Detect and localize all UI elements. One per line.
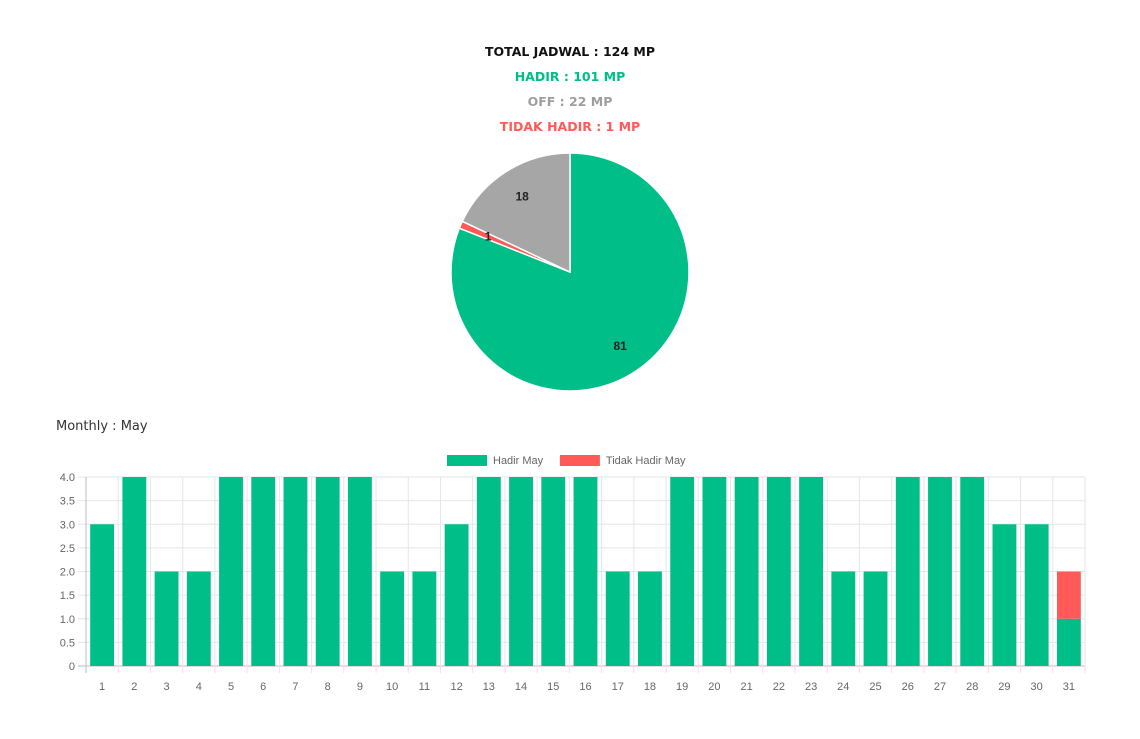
pie-data-label-tidak-hadir: 1: [485, 230, 492, 244]
x-tick-label: 3: [164, 681, 170, 693]
x-tick-label: 18: [644, 681, 656, 693]
y-tick-label: 1.5: [60, 590, 75, 602]
bar-hadir-day-28: [960, 477, 985, 666]
x-tick-label: 28: [966, 681, 978, 693]
bar-hadir-day-11: [412, 571, 437, 666]
bar-hadir-day-2: [122, 477, 147, 666]
pie-data-label-off: 18: [515, 190, 529, 204]
bar-hadir-day-13: [476, 477, 501, 666]
x-tick-label: 6: [260, 681, 266, 693]
bar-hadir-day-23: [799, 477, 824, 666]
bar-hadir-day-17: [605, 571, 630, 666]
bar-hadir-day-22: [766, 477, 791, 666]
bar-hadir-day-24: [831, 571, 856, 666]
bar-hadir-day-31: [1056, 618, 1081, 666]
bar-hadir-day-4: [186, 571, 211, 666]
x-tick-label: 8: [325, 681, 331, 693]
x-tick-label: 1: [99, 681, 105, 693]
attendance-pie-chart: 81 1 18: [450, 152, 690, 392]
monthly-bar-chart: Hadir May Tidak Hadir May 0 0.5 1.0 1.5 2.0 2.5…: [60, 455, 1086, 693]
y-tick-label: 2.5: [60, 543, 75, 555]
bar-legend: Hadir May Tidak Hadir May: [447, 455, 686, 467]
bar-hadir-day-15: [541, 477, 566, 666]
x-tick-label: 26: [902, 681, 914, 693]
x-tick-label: 10: [386, 681, 398, 693]
bar-hadir-day-30: [1024, 524, 1049, 666]
y-tick-label: 3.0: [60, 519, 75, 531]
off-label: OFF : 22 MP: [527, 94, 613, 109]
bar-hadir-day-19: [670, 477, 695, 666]
bar-hadir-day-16: [573, 477, 598, 666]
x-tick-label: 16: [579, 681, 591, 693]
bar-tidak-hadir-day-31: [1056, 571, 1081, 619]
bar-hadir-day-10: [380, 571, 405, 666]
bar-hadir-day-12: [444, 524, 469, 666]
x-tick-label: 24: [837, 681, 849, 693]
x-tick-label: 9: [357, 681, 363, 693]
bar-hadir-day-26: [895, 477, 920, 666]
x-tick-label: 21: [741, 681, 753, 693]
x-tick-label: 17: [612, 681, 624, 693]
bar-hadir-day-5: [219, 477, 243, 666]
bar-hadir-day-6: [251, 477, 276, 666]
bar-hadir-day-9: [347, 477, 372, 666]
tidak-hadir-label: TIDAK HADIR : 1 MP: [499, 119, 641, 134]
x-tick-label: 20: [708, 681, 720, 693]
y-tick-label: 0: [69, 661, 75, 673]
y-tick-label: 3.5: [60, 496, 75, 508]
x-tick-label: 4: [196, 681, 202, 693]
bar-hadir-day-3: [154, 571, 179, 666]
bar-hadir-day-1: [90, 524, 115, 666]
y-tick-label: 4.0: [60, 472, 75, 484]
legend-swatch-tidak-hadir: [559, 455, 600, 466]
x-tick-label: 7: [292, 681, 298, 693]
monthly-title: Monthly : May: [56, 419, 148, 434]
bar-hadir-day-29: [992, 524, 1017, 666]
legend-label-tidak-hadir: Tidak Hadir May: [606, 455, 686, 467]
bar-hadir-day-7: [283, 477, 308, 666]
x-tick-label: 5: [228, 681, 234, 693]
legend-label-hadir: Hadir May: [493, 455, 544, 467]
pie-data-label-hadir: 81: [613, 339, 627, 353]
total-jadwal-label: TOTAL JADWAL : 124 MP: [484, 44, 655, 59]
y-tick-label: 2.0: [60, 567, 75, 579]
pie-slice-hadir: [450, 152, 690, 392]
legend-swatch-hadir: [447, 455, 487, 466]
x-tick-label: 2: [131, 681, 137, 693]
bar-hadir-day-25: [863, 571, 888, 666]
x-tick-label: 19: [676, 681, 688, 693]
x-tick-label: 22: [773, 681, 785, 693]
x-tick-label: 14: [515, 681, 527, 693]
hadir-label: HADIR : 101 MP: [514, 69, 626, 84]
y-tick-label: 1.0: [60, 614, 75, 626]
bar-hadir-day-8: [315, 477, 340, 666]
x-tick-label: 23: [805, 681, 817, 693]
x-tick-label: 12: [450, 681, 462, 693]
bar-hadir-day-20: [702, 477, 727, 666]
bar-hadir-day-27: [928, 477, 952, 666]
bar-hadir-day-18: [638, 571, 662, 666]
x-tick-label: 30: [1031, 681, 1043, 693]
bar-hadir-day-21: [734, 477, 759, 666]
x-tick-label: 11: [419, 681, 430, 693]
y-tick-label: 0.5: [60, 637, 75, 649]
bar-hadir-day-14: [509, 477, 533, 666]
x-tick-label: 15: [547, 681, 559, 693]
x-tick-label: 27: [934, 681, 946, 693]
x-tick-label: 29: [998, 681, 1010, 693]
x-tick-label: 13: [483, 681, 495, 693]
x-tick-label: 25: [869, 681, 881, 693]
x-tick-label: 31: [1063, 681, 1075, 693]
pie-slice-off: [461, 152, 571, 274]
